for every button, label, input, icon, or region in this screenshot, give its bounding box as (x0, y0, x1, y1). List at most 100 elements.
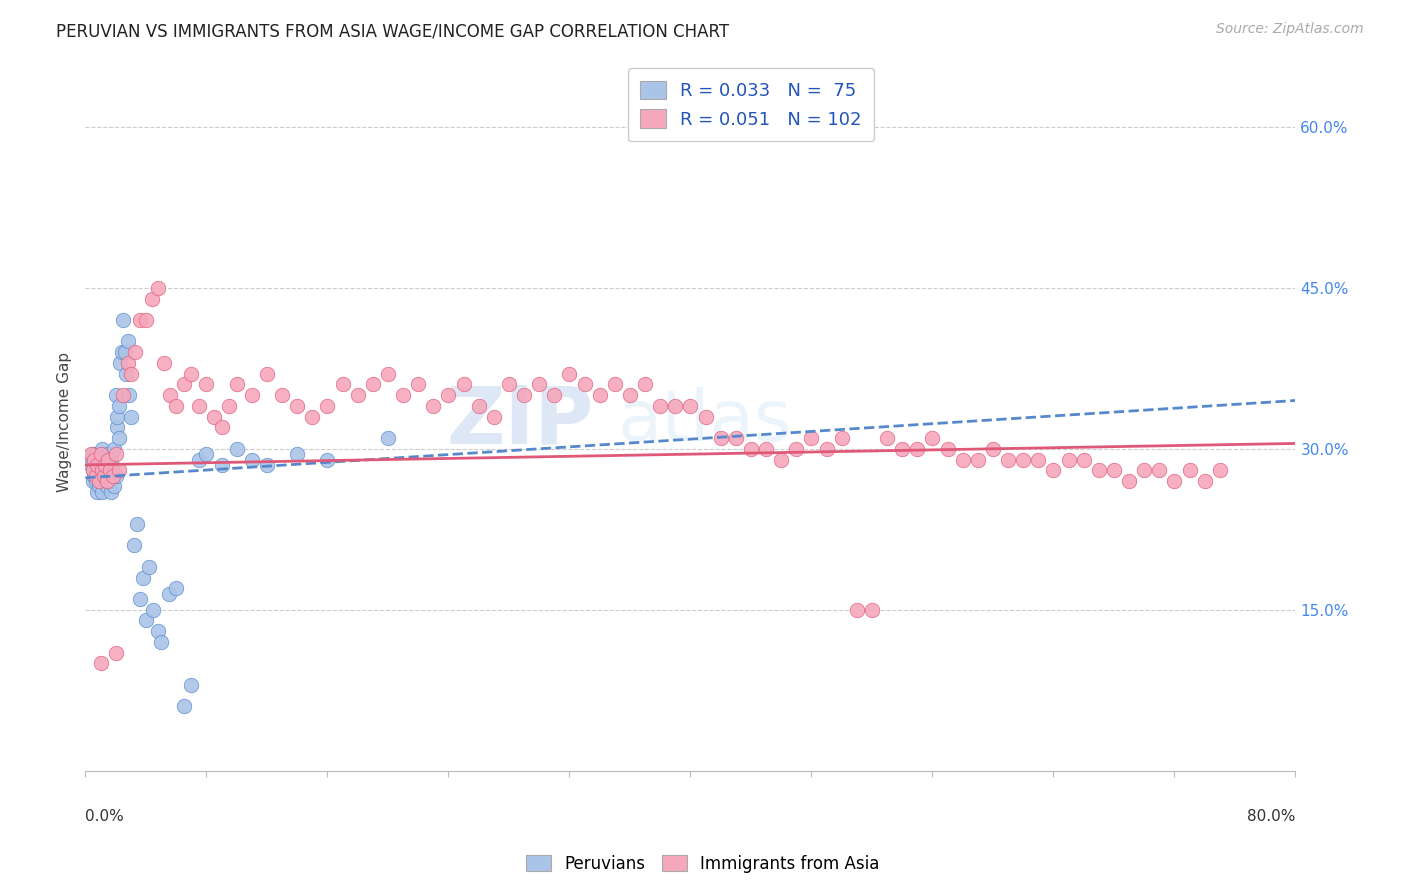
Point (141, 292, 163, 306)
Point (100, 452, 122, 467)
Point (87, 468, 110, 483)
Point (117, 334, 139, 349)
Text: 0.0%: 0.0% (86, 809, 124, 824)
Point (1026, 452, 1049, 467)
Point (82, 463, 104, 477)
Point (981, 442, 1004, 456)
Point (589, 388, 612, 402)
Point (120, 409, 142, 424)
Point (202, 409, 225, 424)
Point (122, 538, 145, 552)
Point (96, 474, 118, 488)
Point (997, 452, 1019, 467)
Point (98, 474, 121, 488)
Point (527, 377, 550, 392)
Point (98, 458, 121, 472)
Point (966, 452, 988, 467)
Point (103, 442, 125, 456)
Point (86, 458, 108, 472)
Point (89, 474, 111, 488)
Point (271, 388, 294, 402)
Point (187, 452, 209, 467)
Point (831, 431, 853, 445)
Point (84, 468, 107, 483)
Point (84, 458, 107, 472)
Point (574, 377, 596, 392)
Point (467, 399, 489, 413)
Point (80, 447, 103, 461)
Point (146, 281, 169, 295)
Point (98, 463, 121, 477)
Point (89, 657, 111, 671)
Point (1209, 463, 1232, 477)
Point (96, 479, 118, 493)
Point (218, 399, 240, 413)
Point (107, 399, 129, 413)
Point (800, 431, 823, 445)
Point (104, 468, 127, 483)
Point (124, 345, 146, 359)
Point (107, 431, 129, 445)
Point (101, 463, 124, 477)
Point (91, 458, 114, 472)
Point (285, 399, 308, 413)
Point (97, 468, 120, 483)
Point (679, 399, 702, 413)
Point (815, 442, 838, 456)
Point (770, 452, 793, 467)
Point (132, 570, 155, 584)
Point (195, 447, 218, 461)
Point (905, 442, 928, 456)
Point (91, 442, 114, 456)
Point (498, 377, 520, 392)
Point (1149, 463, 1171, 477)
Point (101, 468, 124, 483)
Point (80, 458, 103, 472)
Point (740, 442, 762, 456)
Point (79, 452, 101, 467)
Point (1012, 452, 1035, 467)
Point (634, 377, 657, 392)
Point (93, 474, 115, 488)
Point (437, 388, 460, 402)
Legend: Peruvians, Immigrants from Asia: Peruvians, Immigrants from Asia (519, 848, 887, 880)
Point (225, 377, 247, 392)
Point (513, 388, 536, 402)
Point (86, 463, 108, 477)
Point (377, 367, 399, 381)
Point (482, 409, 505, 424)
Point (87, 479, 110, 493)
Point (112, 313, 135, 327)
Point (1163, 474, 1185, 488)
Point (558, 367, 581, 381)
Point (1073, 452, 1095, 467)
Point (94, 463, 117, 477)
Legend: R = 0.033   N =  75, R = 0.051   N = 102: R = 0.033 N = 75, R = 0.051 N = 102 (627, 69, 875, 141)
Point (187, 399, 209, 413)
Point (135, 313, 157, 327)
Point (114, 345, 136, 359)
Text: 80.0%: 80.0% (1247, 809, 1295, 824)
Point (453, 377, 475, 392)
Point (157, 587, 180, 601)
Point (650, 399, 672, 413)
Point (1088, 463, 1111, 477)
Point (91, 484, 114, 499)
Y-axis label: Wage/Income Gap: Wage/Income Gap (58, 352, 72, 492)
Point (1118, 474, 1140, 488)
Point (952, 452, 974, 467)
Point (97, 463, 120, 477)
Point (361, 377, 384, 392)
Point (82, 463, 104, 477)
Point (211, 458, 233, 472)
Point (101, 468, 124, 483)
Point (1194, 474, 1216, 488)
Point (128, 592, 150, 607)
Point (135, 614, 157, 628)
Point (89, 452, 111, 467)
Point (936, 442, 959, 456)
Point (100, 484, 122, 499)
Point (543, 388, 565, 402)
Point (142, 603, 165, 617)
Point (105, 409, 128, 424)
